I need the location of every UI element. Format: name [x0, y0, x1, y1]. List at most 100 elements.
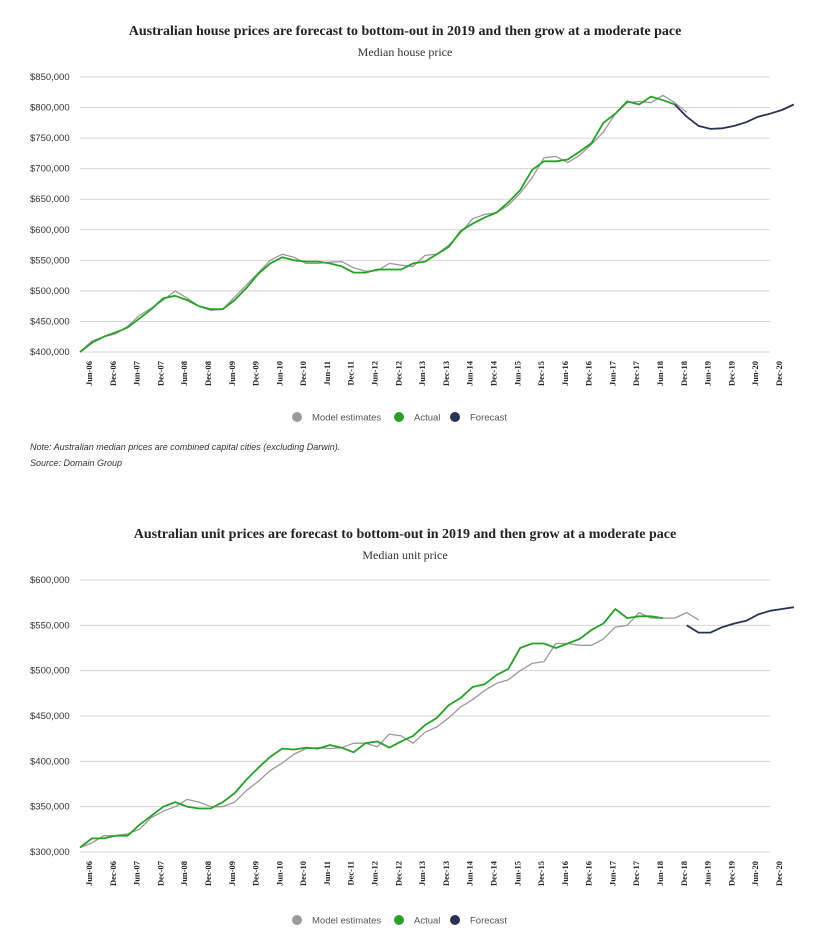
x-tick-label: Dec-11 [346, 361, 356, 386]
x-tick-label: Jun-20 [750, 861, 760, 886]
y-tick-label: $300,000 [30, 847, 70, 858]
x-tick-label: Jun-15 [512, 861, 522, 886]
x-tick-label: Dec-19 [726, 861, 736, 886]
series-forecast-line [674, 103, 795, 130]
x-tick-label: Jun-18 [655, 361, 665, 386]
x-tick-label: Jun-06 [84, 361, 94, 386]
x-tick-label: Dec-07 [155, 860, 165, 886]
legend-model-label: Model estimates [312, 413, 381, 424]
x-tick-label: Dec-19 [726, 361, 736, 386]
y-tick-label: $700,000 [30, 164, 70, 175]
legend-model-label: Model estimates [312, 916, 381, 927]
x-tick-label: Jun-10 [274, 861, 284, 886]
x-tick-label: Jun-20 [750, 361, 760, 386]
x-tick-label: Jun-17 [607, 360, 617, 386]
y-tick-label: $400,000 [30, 756, 70, 767]
x-tick-label: Dec-07 [155, 360, 165, 386]
unit-chart-title: Australian unit prices are forecast to b… [133, 527, 677, 542]
x-tick-label: Dec-11 [346, 861, 356, 886]
y-tick-label: $800,000 [30, 103, 70, 114]
unit-chart-subtitle: Median unit price [362, 548, 448, 562]
legend-model-marker [292, 915, 302, 925]
x-tick-label: Dec-14 [488, 860, 498, 886]
legend-forecast-label: Forecast [470, 916, 507, 927]
y-tick-label: $450,000 [30, 711, 70, 722]
x-tick-label: Dec-10 [298, 361, 308, 386]
x-tick-label: Dec-20 [774, 361, 784, 386]
x-tick-label: Dec-17 [631, 860, 641, 886]
x-tick-label: Dec-16 [584, 361, 594, 386]
house-chart-subtitle: Median house price [357, 45, 453, 59]
x-tick-label: Jun-13 [417, 361, 427, 386]
y-tick-label: $600,000 [30, 575, 70, 586]
x-tick-label: Jun-14 [465, 860, 475, 886]
x-tick-label: Dec-06 [108, 361, 118, 386]
x-tick-label: Dec-14 [488, 360, 498, 386]
x-tick-label: Dec-16 [584, 861, 594, 886]
x-tick-label: Jun-15 [512, 361, 522, 386]
y-tick-label: $550,000 [30, 255, 70, 266]
x-tick-label: Jun-09 [227, 361, 237, 386]
x-tick-label: Jun-13 [417, 861, 427, 886]
x-tick-label: Dec-12 [393, 361, 403, 386]
y-tick-label: $500,000 [30, 666, 70, 677]
x-tick-label: Jun-14 [465, 360, 475, 386]
y-tick-label: $500,000 [30, 286, 70, 297]
x-tick-label: Dec-12 [393, 861, 403, 886]
x-tick-label: Dec-10 [298, 861, 308, 886]
y-tick-label: $850,000 [30, 72, 70, 83]
x-tick-label: Jun-19 [703, 861, 713, 886]
series-model-line [79, 94, 688, 353]
x-tick-label: Jun-10 [274, 361, 284, 386]
x-tick-label: Dec-20 [774, 861, 784, 886]
x-tick-label: Jun-11 [322, 361, 332, 386]
chart-source: Source: Domain Group [30, 458, 123, 468]
y-tick-label: $400,000 [30, 347, 70, 358]
y-tick-label: $600,000 [30, 225, 70, 236]
x-tick-label: Dec-06 [108, 861, 118, 886]
x-tick-label: Dec-18 [679, 361, 689, 386]
legend-model-marker [292, 412, 302, 422]
legend-forecast-marker [450, 412, 460, 422]
x-tick-label: Dec-17 [631, 360, 641, 386]
x-tick-label: Jun-07 [132, 860, 142, 886]
chart-note: Note: Australian median prices are combi… [30, 442, 341, 452]
series-actual-line [79, 95, 676, 353]
series-model-line [79, 611, 699, 849]
y-tick-label: $650,000 [30, 194, 70, 205]
x-tick-label: Jun-19 [703, 361, 713, 386]
legend-actual-marker [394, 412, 404, 422]
x-tick-label: Jun-16 [560, 361, 570, 386]
x-tick-label: Jun-12 [370, 861, 380, 886]
x-tick-label: Jun-17 [607, 860, 617, 886]
x-tick-label: Jun-11 [322, 861, 332, 886]
y-tick-label: $450,000 [30, 316, 70, 327]
y-tick-label: $350,000 [30, 802, 70, 813]
x-tick-label: Jun-16 [560, 861, 570, 886]
house-price-chart: $400,000 $450,000 $500,000 $550,000 $600,000… [30, 72, 795, 424]
unit-chart-legend: Model estimates Actual Forecast [292, 915, 507, 927]
x-tick-label: Dec-09 [251, 361, 261, 386]
y-tick-label: $750,000 [30, 133, 70, 144]
x-tick-label: Dec-15 [536, 361, 546, 386]
legend-actual-label: Actual [414, 916, 440, 927]
x-tick-label: Dec-13 [441, 361, 451, 386]
x-tick-label: Dec-18 [679, 861, 689, 886]
house-chart-title: Australian house prices are forecast to … [128, 24, 682, 39]
legend-forecast-label: Forecast [470, 413, 507, 424]
x-tick-label: Jun-12 [370, 361, 380, 386]
series-actual-line [79, 608, 664, 849]
house-chart-legend: Model estimates Actual Forecast [292, 412, 507, 424]
legend-actual-label: Actual [414, 413, 440, 424]
x-tick-label: Jun-06 [84, 861, 94, 886]
x-tick-label: Dec-13 [441, 861, 451, 886]
x-tick-label: Jun-18 [655, 861, 665, 886]
x-tick-label: Dec-15 [536, 861, 546, 886]
legend-actual-marker [394, 915, 404, 925]
x-tick-label: Dec-09 [251, 861, 261, 886]
x-tick-label: Dec-08 [203, 361, 213, 386]
x-tick-label: Jun-08 [179, 361, 189, 386]
x-tick-label: Dec-08 [203, 861, 213, 886]
x-tick-label: Jun-09 [227, 861, 237, 886]
